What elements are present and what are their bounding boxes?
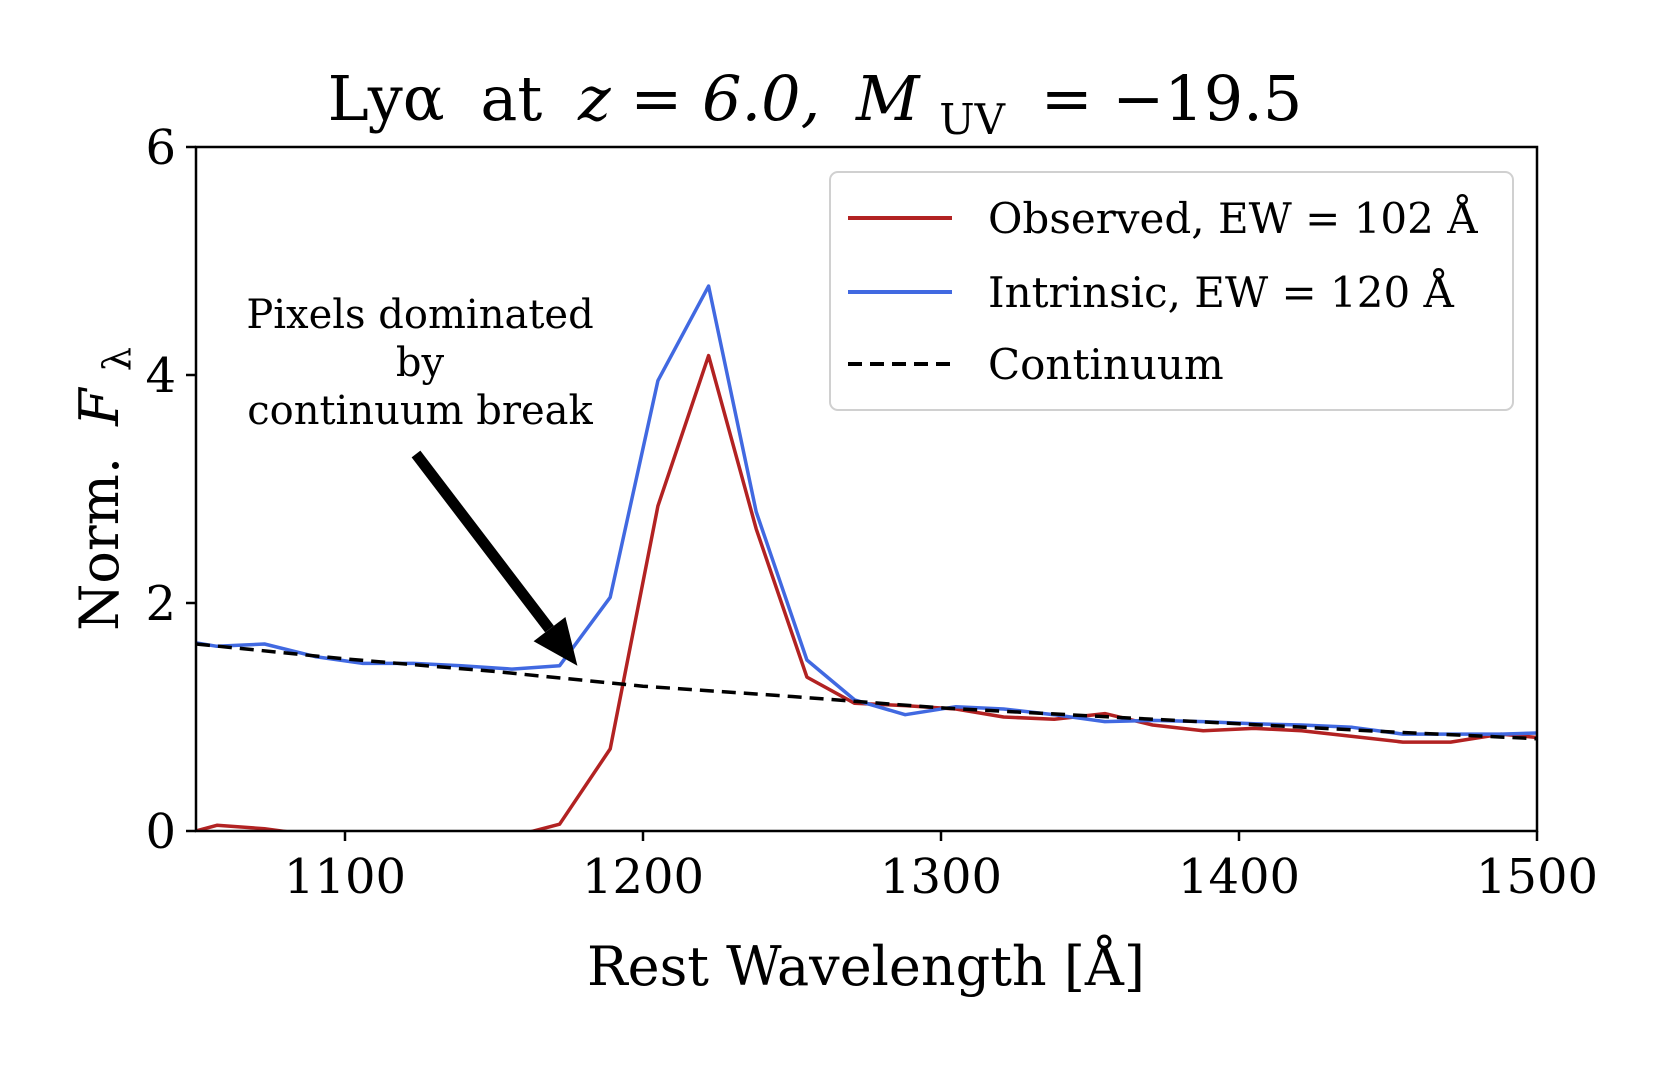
y-axis-label-main: Norm. bbox=[68, 457, 131, 631]
y-tick-label: 0 bbox=[145, 804, 176, 860]
y-tick-label: 2 bbox=[145, 576, 176, 632]
legend-label-intrinsic: Intrinsic, EW = 120 Å bbox=[988, 267, 1455, 317]
x-tick-label: 1300 bbox=[880, 849, 1002, 905]
x-axis-label: Rest Wavelength [Å] bbox=[587, 933, 1145, 998]
annotation-arrow-shaft bbox=[411, 450, 554, 633]
annotation-line-1: Pixels dominated bbox=[246, 292, 593, 338]
annotation-arrow-head bbox=[533, 617, 578, 666]
chart-title: Lyα at z = 6.0, M UV = −19.5 bbox=[328, 62, 1303, 149]
title-m-symbol: M bbox=[855, 62, 921, 135]
series-line-continuum bbox=[196, 642, 1537, 741]
y-tick-label: 6 bbox=[145, 120, 176, 176]
legend-label-continuum: Continuum bbox=[988, 340, 1224, 389]
y-axis-label: Norm. F λ bbox=[68, 347, 139, 631]
title-at: at bbox=[480, 62, 542, 135]
annotation-line-2: by bbox=[396, 340, 445, 386]
legend-box bbox=[829, 171, 1514, 411]
y-axis-label-symbol: F bbox=[68, 386, 131, 427]
plot-layer bbox=[196, 284, 1537, 831]
x-tick-label: 1400 bbox=[1178, 849, 1300, 905]
ticks-layer: 1100 1200 1300 1400 1500 0 2 4 6 bbox=[145, 120, 1598, 905]
annotation: Pixels dominated by continuum break bbox=[246, 292, 594, 666]
annotation-line-3: continuum break bbox=[247, 388, 593, 434]
legend-label-observed: Observed, EW = 102 Å bbox=[988, 193, 1478, 243]
title-m-sub: UV bbox=[939, 95, 1005, 144]
legend: Observed, EW = 102 Å Intrinsic, EW = 120… bbox=[829, 171, 1514, 411]
x-tick-label: 1500 bbox=[1476, 849, 1598, 905]
y-tick-label: 4 bbox=[145, 348, 176, 404]
x-tick-label: 1100 bbox=[284, 849, 406, 905]
series-line-observed bbox=[196, 353, 1537, 831]
title-z-expr: z = 6.0, bbox=[577, 62, 820, 135]
title-line: Lyα bbox=[328, 62, 445, 135]
y-axis-label-sub: λ bbox=[95, 347, 139, 371]
plot-frame bbox=[194, 145, 1539, 833]
title-m-value: = −19.5 bbox=[1041, 62, 1303, 135]
x-tick-label: 1200 bbox=[582, 849, 704, 905]
